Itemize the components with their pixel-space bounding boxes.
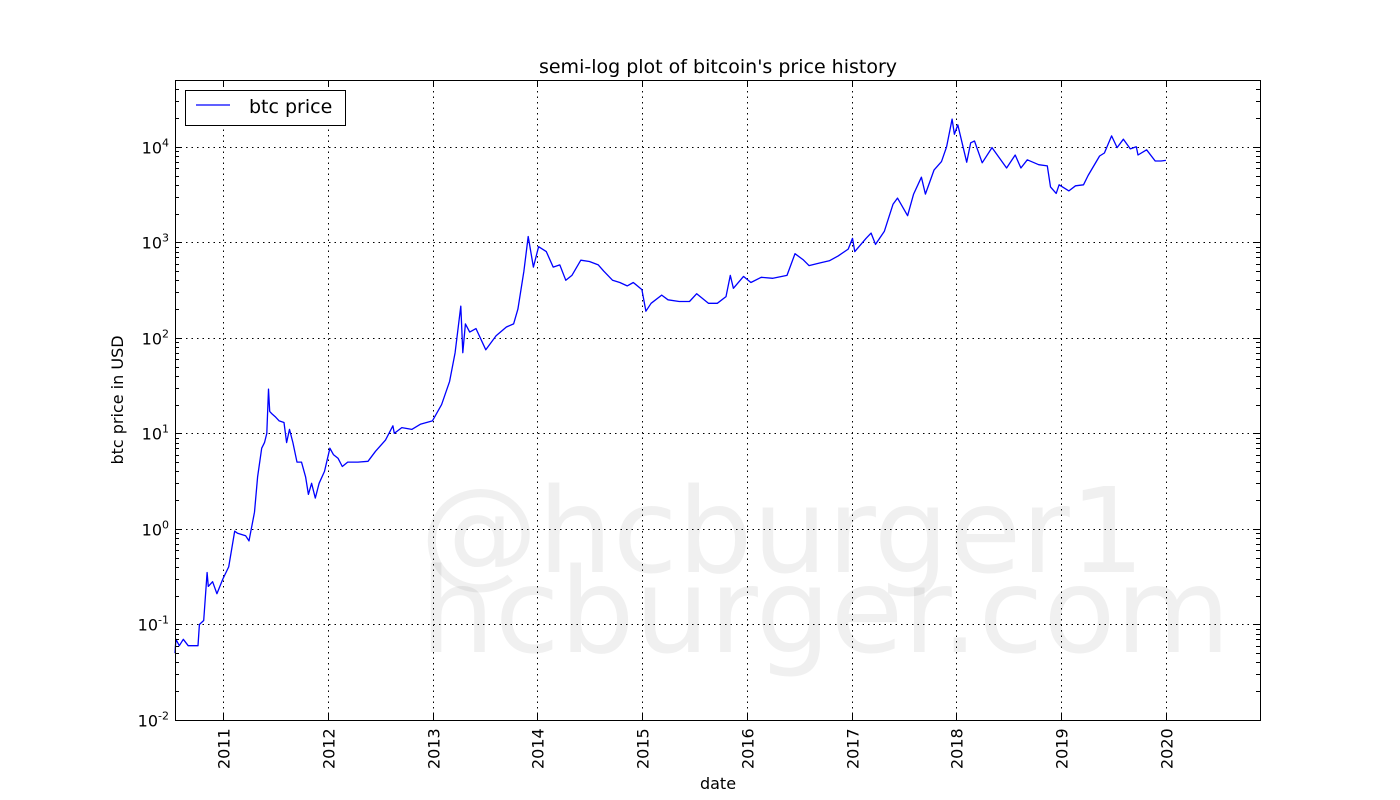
x-tick-label: 2011 xyxy=(215,728,234,769)
y-tick-label: 100 xyxy=(142,519,169,540)
watermark: @hcburger1 hcburger.com xyxy=(420,462,1231,680)
x-tick-label: 2016 xyxy=(739,728,758,769)
ticks: 2011 2012 2013 2014 2015 2016 2017 2018 2019 2020… xyxy=(138,80,1260,769)
x-tick-label: 2012 xyxy=(320,728,339,769)
y-tick-label: 10-1 xyxy=(138,614,169,635)
y-tick-label: 101 xyxy=(142,423,169,444)
y-tick-label: 104 xyxy=(142,137,169,158)
legend-box xyxy=(185,90,346,126)
x-tick-label: 2014 xyxy=(529,728,548,769)
watermark-line1: @hcburger1 xyxy=(420,462,1145,600)
x-tick-label: 2018 xyxy=(948,728,967,769)
grid xyxy=(175,80,1260,720)
y-tick-label: 103 xyxy=(142,232,169,253)
watermark-line2: hcburger.com xyxy=(420,542,1231,680)
legend: btc price xyxy=(185,90,346,126)
x-tick-label: 2019 xyxy=(1053,728,1072,769)
y-axis-label: btc price in USD xyxy=(108,335,127,464)
x-tick-label: 2015 xyxy=(634,728,653,769)
y-tick-label: 10-2 xyxy=(138,710,169,731)
plot-frame xyxy=(175,80,1261,721)
series xyxy=(174,118,1166,654)
x-axis-label: date xyxy=(700,774,736,793)
series-line-btc-price xyxy=(174,118,1166,654)
x-tick-label: 2013 xyxy=(425,728,444,769)
x-tick-label: 2017 xyxy=(844,728,863,769)
y-tick-label: 102 xyxy=(142,328,169,349)
chart-title: semi-log plot of bitcoin's price history xyxy=(539,56,897,78)
x-tick-label: 2020 xyxy=(1158,728,1177,769)
legend-label: btc price xyxy=(249,96,332,118)
